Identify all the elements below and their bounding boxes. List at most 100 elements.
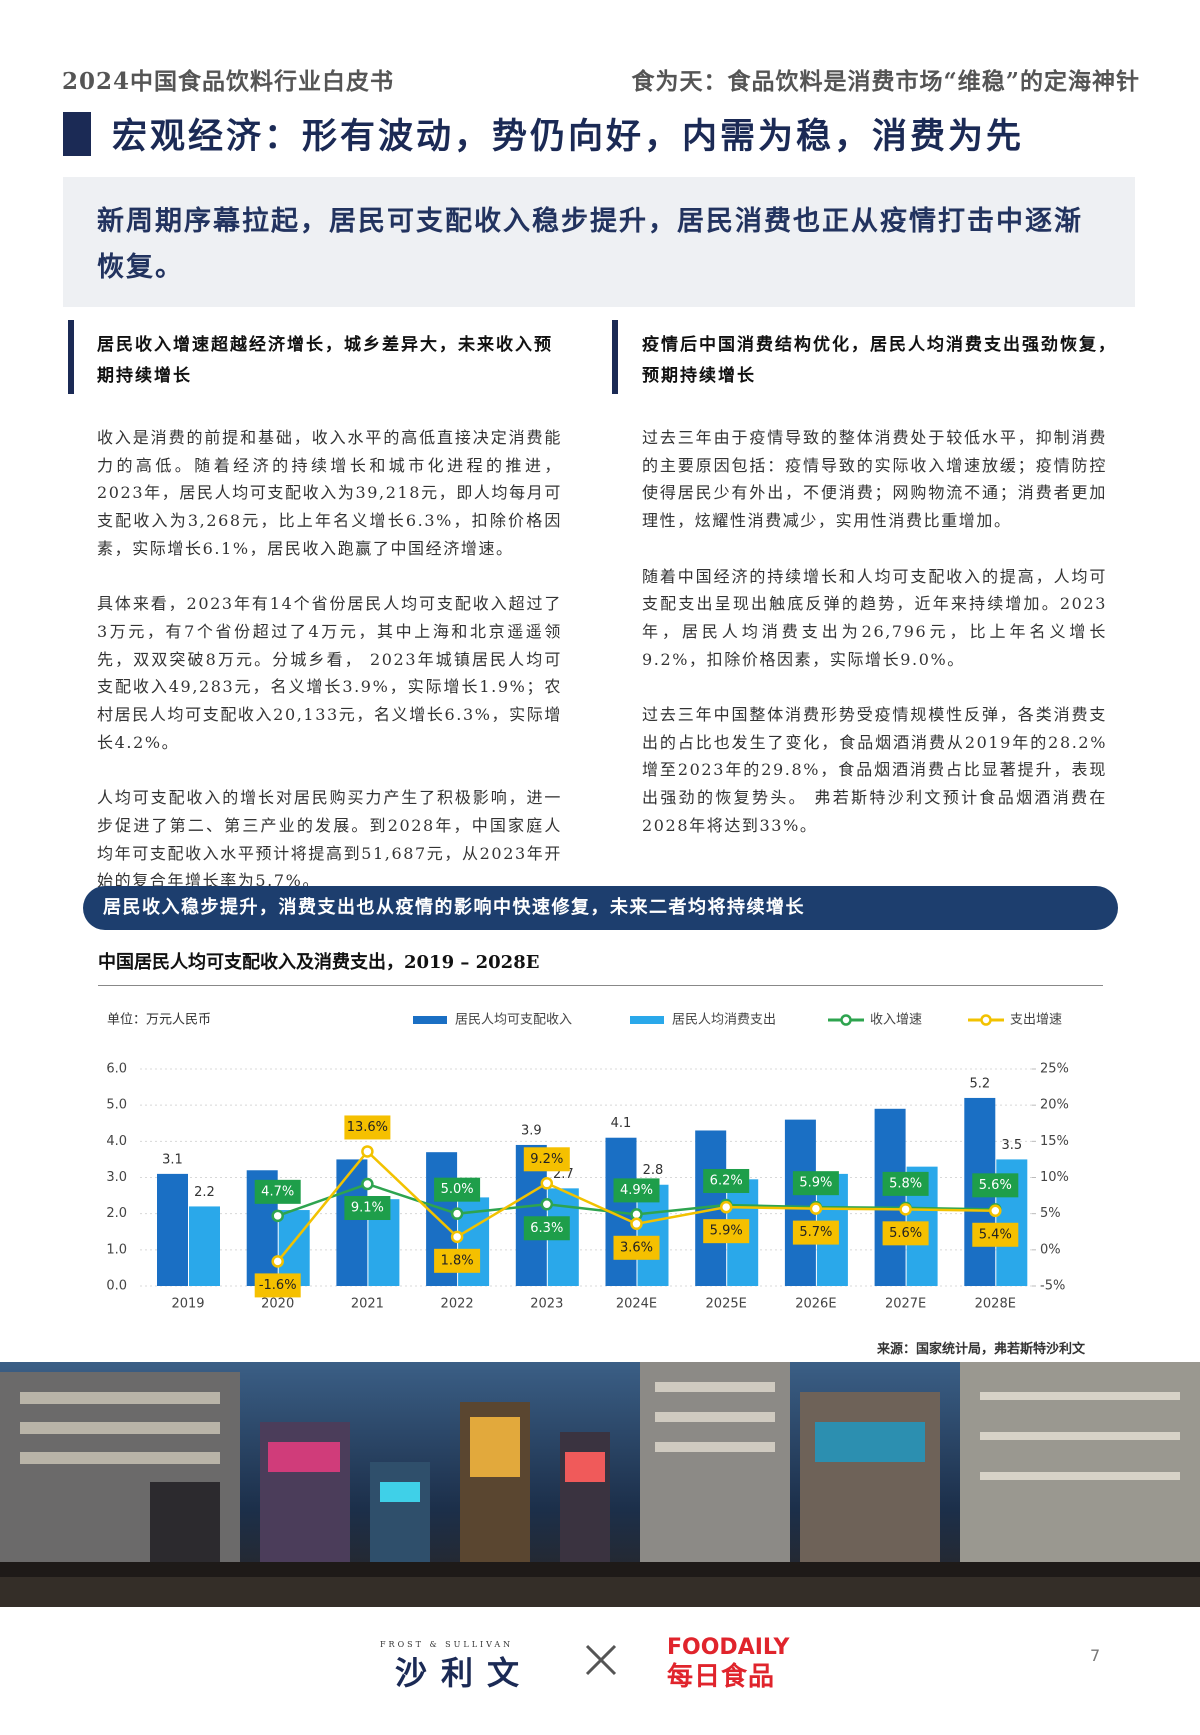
growth-label-box xyxy=(792,1171,839,1196)
bar-label: 3.5 xyxy=(1001,1138,1022,1153)
growth-label: 6.3% xyxy=(530,1221,563,1236)
frost-logo-small: FROST & SULLIVAN xyxy=(380,1640,514,1649)
growth-label-box xyxy=(792,1220,839,1245)
bar xyxy=(336,1159,368,1286)
source: 来源：国家统计局，弗若斯特沙利文 xyxy=(876,1342,1085,1357)
growth-label-box xyxy=(434,1248,481,1273)
bar-label: 5.2 xyxy=(969,1076,990,1091)
bar-label: 3.9 xyxy=(521,1123,542,1138)
y-tick-label: 5.0 xyxy=(106,1098,127,1113)
growth-label-box xyxy=(254,1273,301,1298)
y2-tick-label: 15% xyxy=(1040,1134,1069,1149)
x-tick-label: 2021 xyxy=(351,1297,384,1312)
growth-label-box xyxy=(523,1147,570,1172)
title-marker xyxy=(63,112,91,156)
y2-tick-label: 0% xyxy=(1040,1242,1061,1257)
chart: 单位：万元人民币 0.0 1.0 2.0 3.0 4.0 5.0 6.0 -5% 0% 5% 10%… xyxy=(106,1013,1069,1312)
y-tick-label: 2.0 xyxy=(106,1206,127,1221)
growth-label: -1.6% xyxy=(259,1278,297,1293)
legend-label: 支出增速 xyxy=(1010,1013,1062,1028)
column-heading: 疫情后中国消费结构优化，居民人均消费支出强劲恢复，预期持续增长 xyxy=(642,335,1117,386)
growth-label: 9.1% xyxy=(351,1201,384,1216)
growth-label-box xyxy=(523,1216,570,1241)
bar xyxy=(874,1108,906,1286)
legend-swatch xyxy=(980,1014,992,1026)
paragraph: 随着中国经济的持续增长和人均可支配收入的提高，人均可支配支出呈现出触底反弹的趋势… xyxy=(642,566,1107,669)
cross-icon xyxy=(585,1644,617,1676)
column-heading: 居民收入增速超越经济增长，城乡差异大，未来收入预期持续增长 xyxy=(97,335,553,386)
growth-label-box xyxy=(613,1235,660,1260)
growth-label-box xyxy=(882,1171,929,1196)
line-marker xyxy=(630,1217,643,1231)
bar-label: 4.1 xyxy=(611,1116,632,1131)
growth-label-box xyxy=(344,1115,391,1140)
x-tick-label: 2025E xyxy=(706,1297,747,1312)
rule xyxy=(98,985,1103,986)
column-marker xyxy=(68,320,74,394)
growth-label: 5.4% xyxy=(979,1227,1012,1242)
line-marker xyxy=(540,1198,554,1211)
bar xyxy=(784,1119,816,1286)
paragraph: 过去三年中国整体消费形势受疫情规模性反弹，各类消费支出的占比也发生了变化，食品烟… xyxy=(642,705,1107,835)
bar-label: 2.2 xyxy=(194,1185,215,1200)
x-tick-label: 2019 xyxy=(171,1297,204,1312)
x-tick-label: 2022 xyxy=(441,1297,474,1312)
growth-label: 5.0% xyxy=(441,1182,474,1197)
chart-title: 中国居民人均可支配收入及消费支出，2019 – 2028E xyxy=(98,952,540,973)
growth-label-box xyxy=(703,1219,750,1244)
x-tick-label: 2023 xyxy=(530,1297,563,1312)
line-marker xyxy=(450,1230,464,1244)
y-tick-label: 3.0 xyxy=(106,1170,127,1185)
legend-label: 居民人均消费支出 xyxy=(672,1013,776,1028)
y-tick-label: 1.0 xyxy=(106,1242,127,1257)
growth-label: 5.9% xyxy=(710,1224,743,1239)
growth-label: 4.9% xyxy=(620,1183,653,1198)
growth-label: 5.6% xyxy=(979,1178,1012,1193)
growth-label: 5.9% xyxy=(799,1176,832,1191)
highlight-text: 新周期序幕拉起，居民可支配收入稳步提升，居民消费也正从疫情打击中逐渐恢复。 xyxy=(97,206,1083,283)
y2-tick-label: 20% xyxy=(1040,1098,1069,1113)
growth-label: 6.2% xyxy=(710,1173,743,1188)
growth-label-box xyxy=(703,1168,750,1193)
line-marker xyxy=(361,1177,374,1191)
line-marker xyxy=(899,1203,912,1216)
x-tick-label: 2028E xyxy=(975,1297,1016,1312)
unit-label: 单位：万元人民币 xyxy=(107,1013,211,1028)
column-text: 收入是消费的前提和基础，收入水平的高低直接决定消费能力的高低。随着经济的持续增长… xyxy=(97,424,562,923)
frost-logo: 沙利文 xyxy=(395,1654,534,1692)
bar xyxy=(157,1173,188,1286)
legend-swatch xyxy=(840,1014,852,1026)
growth-label: 5.7% xyxy=(799,1225,832,1240)
growth-label-box xyxy=(613,1178,660,1203)
report-tagline: 食为天：食品饮料是消费市场“维稳”的定海神针 xyxy=(631,68,1140,95)
bar-label: 3.1 xyxy=(162,1152,183,1167)
growth-label: 3.6% xyxy=(620,1240,653,1255)
line-marker xyxy=(361,1145,374,1158)
y2-tick-label: 5% xyxy=(1040,1206,1061,1221)
foodaily-logo-cn: 每日食品 xyxy=(667,1662,776,1692)
y-tick-label: 6.0 xyxy=(106,1062,127,1077)
paragraph: 人均可支配收入的增长对居民购买力产生了积极影响，进一步促进了第二、第三产业的发展… xyxy=(97,788,562,891)
bar xyxy=(189,1206,220,1286)
growth-label: 13.6% xyxy=(347,1120,388,1135)
line-marker xyxy=(719,1200,733,1214)
section-title: 宏观经济：形有波动，势仍向好，内需为稳，消费为先 xyxy=(112,116,1025,157)
banner-text: 居民收入稳步提升，消费支出也从疫情的影响中快速修复，未来二者均将持续增长 xyxy=(103,897,805,918)
x-tick-label: 2020 xyxy=(261,1297,294,1312)
y2-tick-label: -5% xyxy=(1040,1279,1065,1294)
y2-tick-label: 10% xyxy=(1040,1170,1069,1185)
x-tick-label: 2027E xyxy=(885,1297,926,1312)
legend-label: 收入增速 xyxy=(870,1013,922,1028)
line-marker xyxy=(450,1207,464,1220)
bar-label: 2.8 xyxy=(643,1163,664,1178)
growth-label-box xyxy=(972,1173,1019,1198)
growth-label-box xyxy=(882,1221,929,1246)
highlight-box: 新周期序幕拉起，居民可支配收入稳步提升，居民消费也正从疫情打击中逐渐恢复。 xyxy=(63,177,1135,307)
street-photo xyxy=(0,1362,1200,1607)
paragraph: 收入是消费的前提和基础，收入水平的高低直接决定消费能力的高低。随着经济的持续增长… xyxy=(97,428,562,558)
line-marker xyxy=(271,1255,284,1268)
y-tick-label: 0.0 xyxy=(106,1279,127,1294)
growth-label-box xyxy=(434,1177,481,1202)
paragraph: 过去三年由于疫情导致的整体消费处于较低水平，抑制消费的主要原因包括：疫情导致的实… xyxy=(642,428,1107,531)
